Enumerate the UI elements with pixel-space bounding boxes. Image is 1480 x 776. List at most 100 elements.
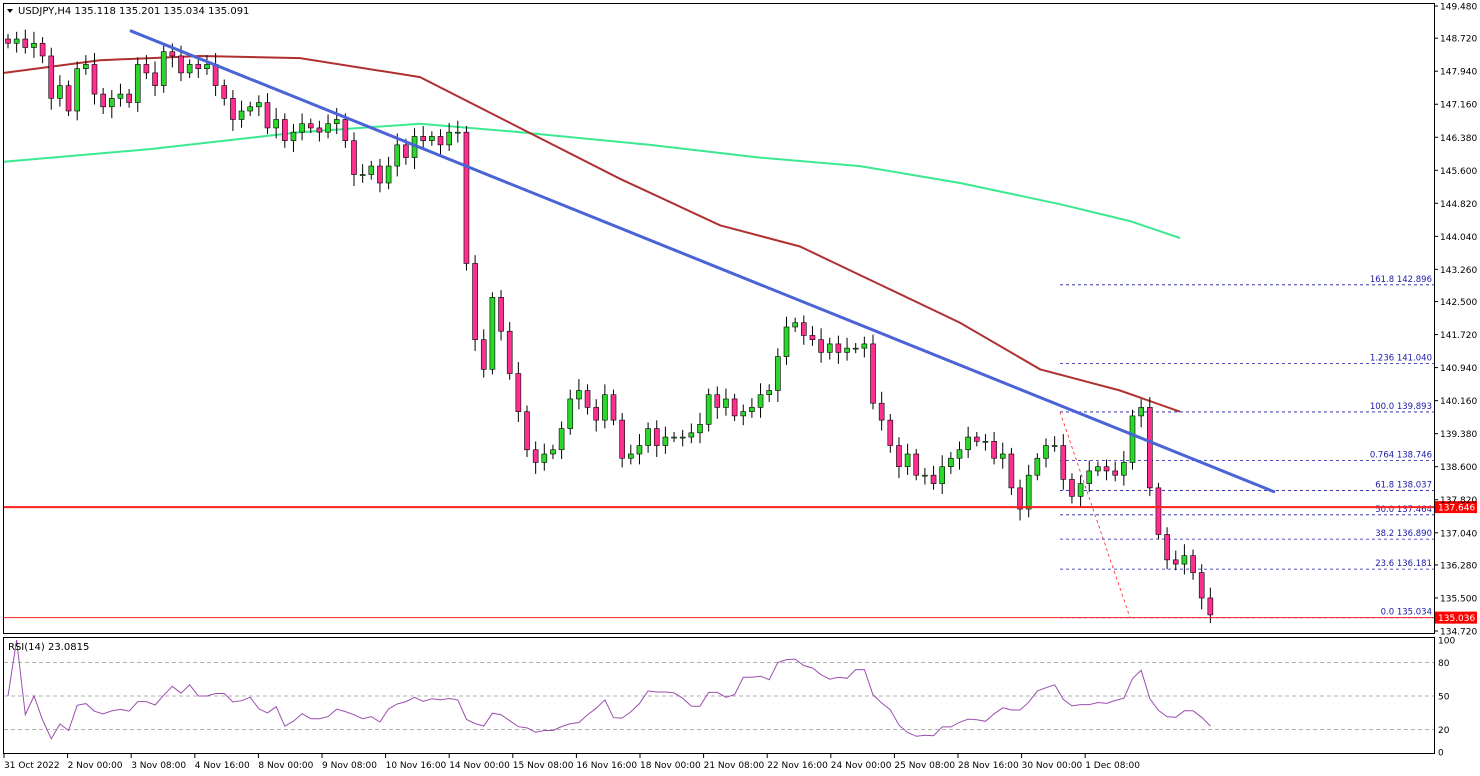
- candle-body: [1147, 407, 1153, 489]
- fib-level-label: 61.8 138.037: [1375, 481, 1432, 491]
- candle-body: [887, 419, 894, 446]
- price-tick-label: 137.040: [1440, 529, 1477, 539]
- candle-body: [550, 449, 556, 455]
- candle-body: [593, 407, 600, 421]
- candle-body: [792, 322, 798, 328]
- time-tick-label: 1 Dec 08:00: [1085, 761, 1140, 771]
- candle-body: [783, 326, 790, 357]
- candle-body: [870, 343, 876, 404]
- candle-body: [57, 85, 63, 99]
- candle-body: [143, 64, 150, 74]
- price-tick-label: 139.380: [1440, 430, 1477, 440]
- fib-level-label: 1.236 141.040: [1370, 353, 1432, 363]
- candle-body: [178, 55, 184, 74]
- candle-body: [1112, 470, 1118, 476]
- candle-body: [212, 64, 219, 86]
- rsi-series: [7, 639, 1211, 740]
- candle-body: [922, 474, 928, 477]
- candle-body: [247, 106, 253, 112]
- ma-mid-line: [3, 54, 1181, 413]
- chart-overlays: 137.646 135.036: [4, 29, 1477, 624]
- candle-body: [403, 144, 409, 158]
- time-tick-label: 4 Nov 16:00: [195, 761, 250, 771]
- fibonacci-levels: 161.8 142.896 1.236 141.040 100.0 139.893 0…: [1060, 275, 1434, 619]
- rsi-tick-label: 50: [1438, 693, 1450, 703]
- price-tick-label: 137.820: [1440, 496, 1477, 506]
- candle-body: [48, 55, 55, 99]
- price-tick-label: 148.720: [1440, 35, 1477, 45]
- time-tick-label: 10 Nov 16:00: [386, 761, 447, 771]
- candle-body: [420, 136, 427, 141]
- candle-body: [800, 322, 807, 336]
- candle-body: [22, 38, 29, 48]
- symbol-header: USDJPY,H4 135.118 135.201 135.034 135.09…: [18, 6, 249, 17]
- candle-body: [602, 394, 608, 421]
- rsi-header: RSI(14) 23.0815: [8, 642, 89, 653]
- price-tick-label: 144.820: [1440, 200, 1477, 210]
- candle-body: [913, 453, 920, 476]
- candle-body: [610, 394, 617, 421]
- candle-body: [377, 165, 383, 184]
- candle-body: [653, 428, 660, 446]
- candle-body: [645, 428, 651, 446]
- price-tick-label: 147.940: [1440, 68, 1477, 78]
- candle-body: [705, 394, 712, 425]
- candle-body: [394, 144, 401, 167]
- rsi-tick-label: 20: [1438, 726, 1450, 736]
- candle-body: [956, 449, 963, 459]
- candle-body: [65, 85, 72, 112]
- price-tick-label: 135.500: [1440, 594, 1477, 604]
- chevron-down-icon[interactable]: [7, 9, 13, 13]
- candle-body: [558, 428, 565, 451]
- candle-body: [679, 436, 686, 439]
- candle-body: [826, 343, 833, 353]
- candle-body: [472, 263, 478, 340]
- candle-body: [1129, 415, 1136, 463]
- candlesticks: [5, 29, 1214, 624]
- candle-body: [385, 165, 392, 184]
- candle-body: [186, 64, 193, 74]
- candle-body: [13, 38, 20, 44]
- candle-body: [429, 136, 435, 141]
- candle-body: [1095, 466, 1101, 472]
- candle-body: [740, 411, 747, 417]
- candle-body: [463, 131, 470, 264]
- fib-level-label: 50.0 137.464: [1375, 505, 1432, 515]
- time-tick-label: 3 Nov 08:00: [131, 761, 186, 771]
- fib-diagonal-line: [1059, 411, 1131, 618]
- candle-body: [1086, 470, 1093, 484]
- candle-body: [896, 445, 902, 468]
- time-tick-label: 28 Nov 16:00: [958, 761, 1019, 771]
- candle-body: [1034, 457, 1041, 476]
- rsi-axis: 100 80 50 20 0: [1438, 637, 1455, 759]
- candle-body: [498, 297, 504, 332]
- candle-body: [290, 131, 297, 141]
- candle-body: [749, 407, 755, 412]
- price-tick-label: 134.720: [1440, 628, 1477, 638]
- time-tick-label: 21 Nov 08:00: [704, 761, 765, 771]
- candle-body: [1138, 407, 1144, 417]
- candle-body: [204, 64, 210, 69]
- support-price-tag-label: 137.646: [1438, 504, 1475, 514]
- rsi-line: [7, 639, 1211, 740]
- fib-level-label: 23.6 136.181: [1375, 559, 1432, 569]
- candle-body: [662, 436, 669, 446]
- candle-body: [1051, 445, 1058, 447]
- price-tick-label: 136.280: [1440, 561, 1477, 571]
- price-tick-label: 140.940: [1440, 364, 1477, 374]
- candle-body: [688, 432, 695, 438]
- candle-body: [1121, 462, 1127, 476]
- candle-body: [948, 457, 954, 468]
- candle-body: [454, 131, 461, 134]
- candle-body: [489, 297, 496, 370]
- candle-body: [757, 394, 764, 408]
- time-tick-label: 31 Oct 2022: [4, 761, 60, 771]
- price-tick-label: 144.040: [1440, 233, 1477, 243]
- candle-body: [100, 93, 106, 108]
- candle-body: [835, 343, 842, 353]
- fib-level-label: 161.8 142.896: [1370, 275, 1432, 285]
- candle-body: [109, 98, 115, 108]
- price-tick-label: 145.600: [1440, 167, 1477, 177]
- candle-body: [697, 424, 703, 434]
